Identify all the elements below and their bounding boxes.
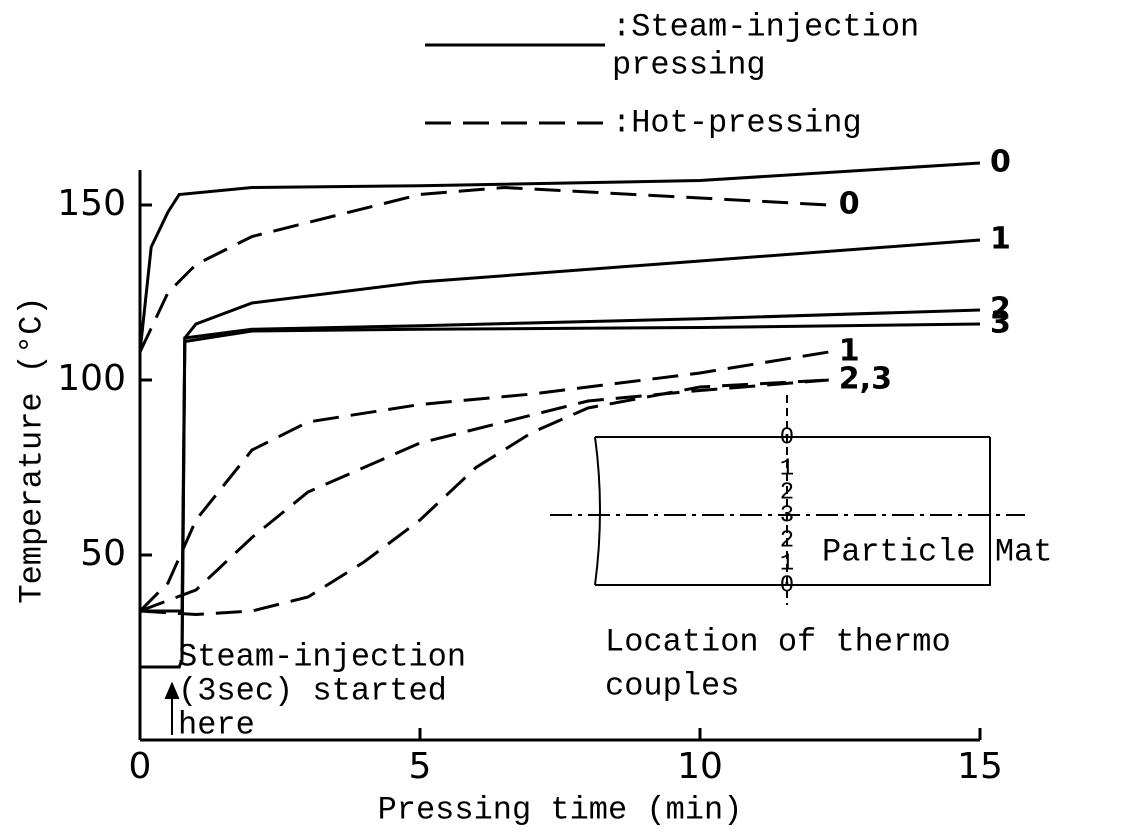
inset-position: 3 (780, 502, 794, 529)
series-line (139, 378, 829, 613)
legend-label: pressing (612, 46, 766, 83)
y-tick-label: 150 (57, 183, 126, 224)
x-tick-label: 10 (677, 746, 723, 787)
curve-label: 1 (990, 222, 1011, 257)
legend-label: :Steam-injection (612, 8, 919, 45)
inset-position: 1 (780, 550, 794, 577)
x-tick-label: 5 (409, 746, 432, 787)
x-axis-label: Pressing time (min) (378, 791, 743, 828)
series-line (138, 350, 830, 613)
inset-position: 1 (780, 455, 794, 482)
legend-label: :Hot-pressing (612, 104, 862, 141)
curve-label: 2,3 (839, 362, 892, 397)
series-line (180, 322, 981, 661)
annotation: Steam-injection (178, 638, 466, 675)
series-line (138, 161, 981, 353)
inset-position: 2 (780, 527, 794, 554)
curve-label: 2 (990, 292, 1011, 327)
y-axis-label: Temperature (°C) (13, 296, 50, 603)
inset-caption: Location of thermo (605, 623, 951, 660)
inset-position: 0 (780, 572, 794, 599)
y-tick-label: 50 (80, 533, 126, 574)
inset-diagram (164, 395, 1025, 735)
y-tick-label: 100 (57, 358, 126, 399)
curve-label: 0 (839, 187, 860, 222)
inset-caption: couples (605, 667, 739, 704)
annotation: (3sec) started (178, 672, 447, 709)
curve-label: 1 (839, 334, 860, 369)
series-line (140, 308, 981, 669)
annotation: here (178, 706, 255, 743)
series-line (139, 378, 829, 617)
curve-label: 3 (990, 306, 1011, 341)
curve-label: 0 (990, 145, 1011, 180)
inset-position: 0 (780, 424, 794, 451)
inset-label: Particle Mat (822, 533, 1052, 570)
inset-position: 2 (780, 479, 794, 506)
x-tick-label: 15 (957, 746, 1003, 787)
x-tick-label: 0 (129, 746, 152, 787)
series-line (138, 185, 829, 353)
